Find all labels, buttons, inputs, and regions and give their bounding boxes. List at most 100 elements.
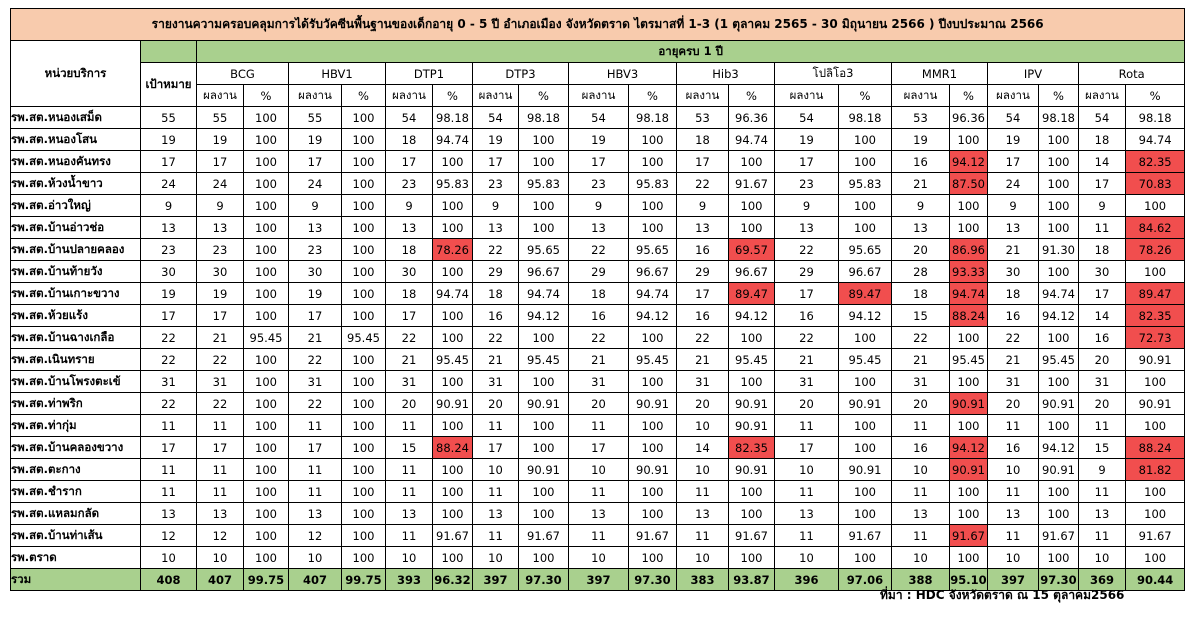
percent-value: 93.33	[949, 260, 988, 283]
percent-value: 100	[728, 546, 775, 569]
result-value: 17	[568, 436, 629, 459]
percent-value: 100	[518, 546, 569, 569]
percent-value: 100	[838, 326, 892, 349]
result-value: 16	[1078, 326, 1126, 349]
result-value: 22	[196, 392, 244, 415]
result-value: 11	[196, 480, 244, 503]
percent-value: 100	[341, 502, 386, 525]
percent-value: 100	[243, 348, 289, 371]
percent-value: 100	[949, 502, 988, 525]
percent-value: 94.74	[518, 282, 569, 305]
result-value: 18	[987, 282, 1039, 305]
result-value: 19	[196, 282, 244, 305]
percent-value: 82.35	[728, 436, 775, 459]
unit-name: รพ.สต.ห้วยแร้ง	[10, 304, 141, 327]
result-value: 13	[676, 502, 729, 525]
target-value: 22	[140, 392, 197, 415]
percent-value: 69.57	[728, 238, 775, 261]
percent-value: 100	[628, 502, 677, 525]
result-value: 17	[288, 304, 342, 327]
result-value: 10	[288, 546, 342, 569]
percent-subheader: %	[1124, 84, 1186, 107]
percent-value: 100	[728, 480, 775, 503]
percent-value: 90.91	[949, 392, 988, 415]
percent-value: 96.36	[728, 106, 775, 129]
unit-name: รพ.สต.บ้านปลายคลอง	[10, 238, 141, 261]
percent-value: 90.44	[1124, 568, 1186, 591]
vaccine-header: Hib3	[676, 62, 775, 85]
result-value: 19	[288, 128, 342, 151]
target-value: 30	[140, 260, 197, 283]
result-value: 9	[196, 194, 244, 217]
result-value: 18	[385, 238, 433, 261]
table-row: รพ.สต.บ้านฉางเกลือ 22 21 95.45 21 95.45 22 100 2…	[10, 326, 1186, 349]
age-header-spacer	[140, 40, 197, 63]
target-value: 19	[140, 128, 197, 151]
percent-value: 89.47	[1124, 282, 1186, 305]
result-value: 10	[568, 546, 629, 569]
result-value: 31	[196, 370, 244, 393]
percent-value: 94.12	[518, 304, 569, 327]
result-value: 11	[568, 524, 629, 547]
percent-value: 100	[432, 304, 473, 327]
result-value: 9	[472, 194, 519, 217]
result-value: 10	[1078, 546, 1126, 569]
percent-value: 100	[432, 480, 473, 503]
percent-value: 96.67	[728, 260, 775, 283]
result-value: 20	[774, 392, 839, 415]
percent-value: 82.35	[1124, 304, 1186, 327]
percent-value: 100	[518, 194, 569, 217]
percent-value: 100	[628, 194, 677, 217]
result-value: 396	[774, 568, 839, 591]
percent-value: 100	[518, 414, 569, 437]
table-row: รพ.สต.หนองโสน 19 19 100 19 100 18 94.74 19 100 19 1…	[10, 128, 1186, 151]
result-value: 22	[196, 348, 244, 371]
percent-value: 70.83	[1124, 172, 1186, 195]
result-value: 22	[472, 326, 519, 349]
percent-value: 94.12	[728, 304, 775, 327]
result-value: 21	[385, 348, 433, 371]
percent-value: 91.67	[728, 524, 775, 547]
result-value: 13	[568, 502, 629, 525]
unit-name: รพ.สต.บ้านฉางเกลือ	[10, 326, 141, 349]
result-value: 15	[891, 304, 950, 327]
vaccine-header: DTP3	[472, 62, 569, 85]
unit-name: รพ.สต.บ้านเกาะขวาง	[10, 282, 141, 305]
result-value: 20	[568, 392, 629, 415]
percent-value: 72.73	[1124, 326, 1186, 349]
target-value: 31	[140, 370, 197, 393]
result-value: 22	[568, 326, 629, 349]
percent-value: 100	[728, 194, 775, 217]
percent-value: 88.24	[949, 304, 988, 327]
percent-value: 100	[243, 216, 289, 239]
percent-value: 100	[728, 370, 775, 393]
unit-header: หน่วยบริการ	[10, 40, 141, 107]
percent-subheader: %	[838, 84, 892, 107]
unit-name: รพ.สต.หนองโสน	[10, 128, 141, 151]
result-value: 21	[288, 326, 342, 349]
result-value: 9	[568, 194, 629, 217]
vaccine-header: HBV1	[288, 62, 386, 85]
percent-value: 100	[243, 502, 289, 525]
result-value: 54	[472, 106, 519, 129]
result-value: 30	[1078, 260, 1126, 283]
result-value: 29	[568, 260, 629, 283]
percent-value: 100	[628, 326, 677, 349]
result-value: 22	[385, 326, 433, 349]
result-value: 22	[774, 238, 839, 261]
result-value: 22	[676, 172, 729, 195]
result-value: 11	[774, 414, 839, 437]
result-value: 30	[987, 260, 1039, 283]
percent-value: 100	[838, 370, 892, 393]
percent-value: 100	[243, 436, 289, 459]
table-row: รพ.สต.ท่าพริก 22 22 100 22 100 20 90.91 20 90.91 2…	[10, 392, 1186, 415]
result-value: 11	[385, 480, 433, 503]
table-row: รพ.สต.ห้วงน้ำขาว 24 24 100 24 100 23 95.83 23 95.…	[10, 172, 1186, 195]
result-value: 18	[472, 282, 519, 305]
result-value: 17	[1078, 282, 1126, 305]
result-value: 14	[1078, 304, 1126, 327]
result-value: 20	[676, 392, 729, 415]
target-value: 13	[140, 216, 197, 239]
percent-value: 94.74	[949, 282, 988, 305]
table-row: รพ.สต.ชำราก 11 11 100 11 100 11 100 11 100 11 100 11…	[10, 480, 1186, 503]
